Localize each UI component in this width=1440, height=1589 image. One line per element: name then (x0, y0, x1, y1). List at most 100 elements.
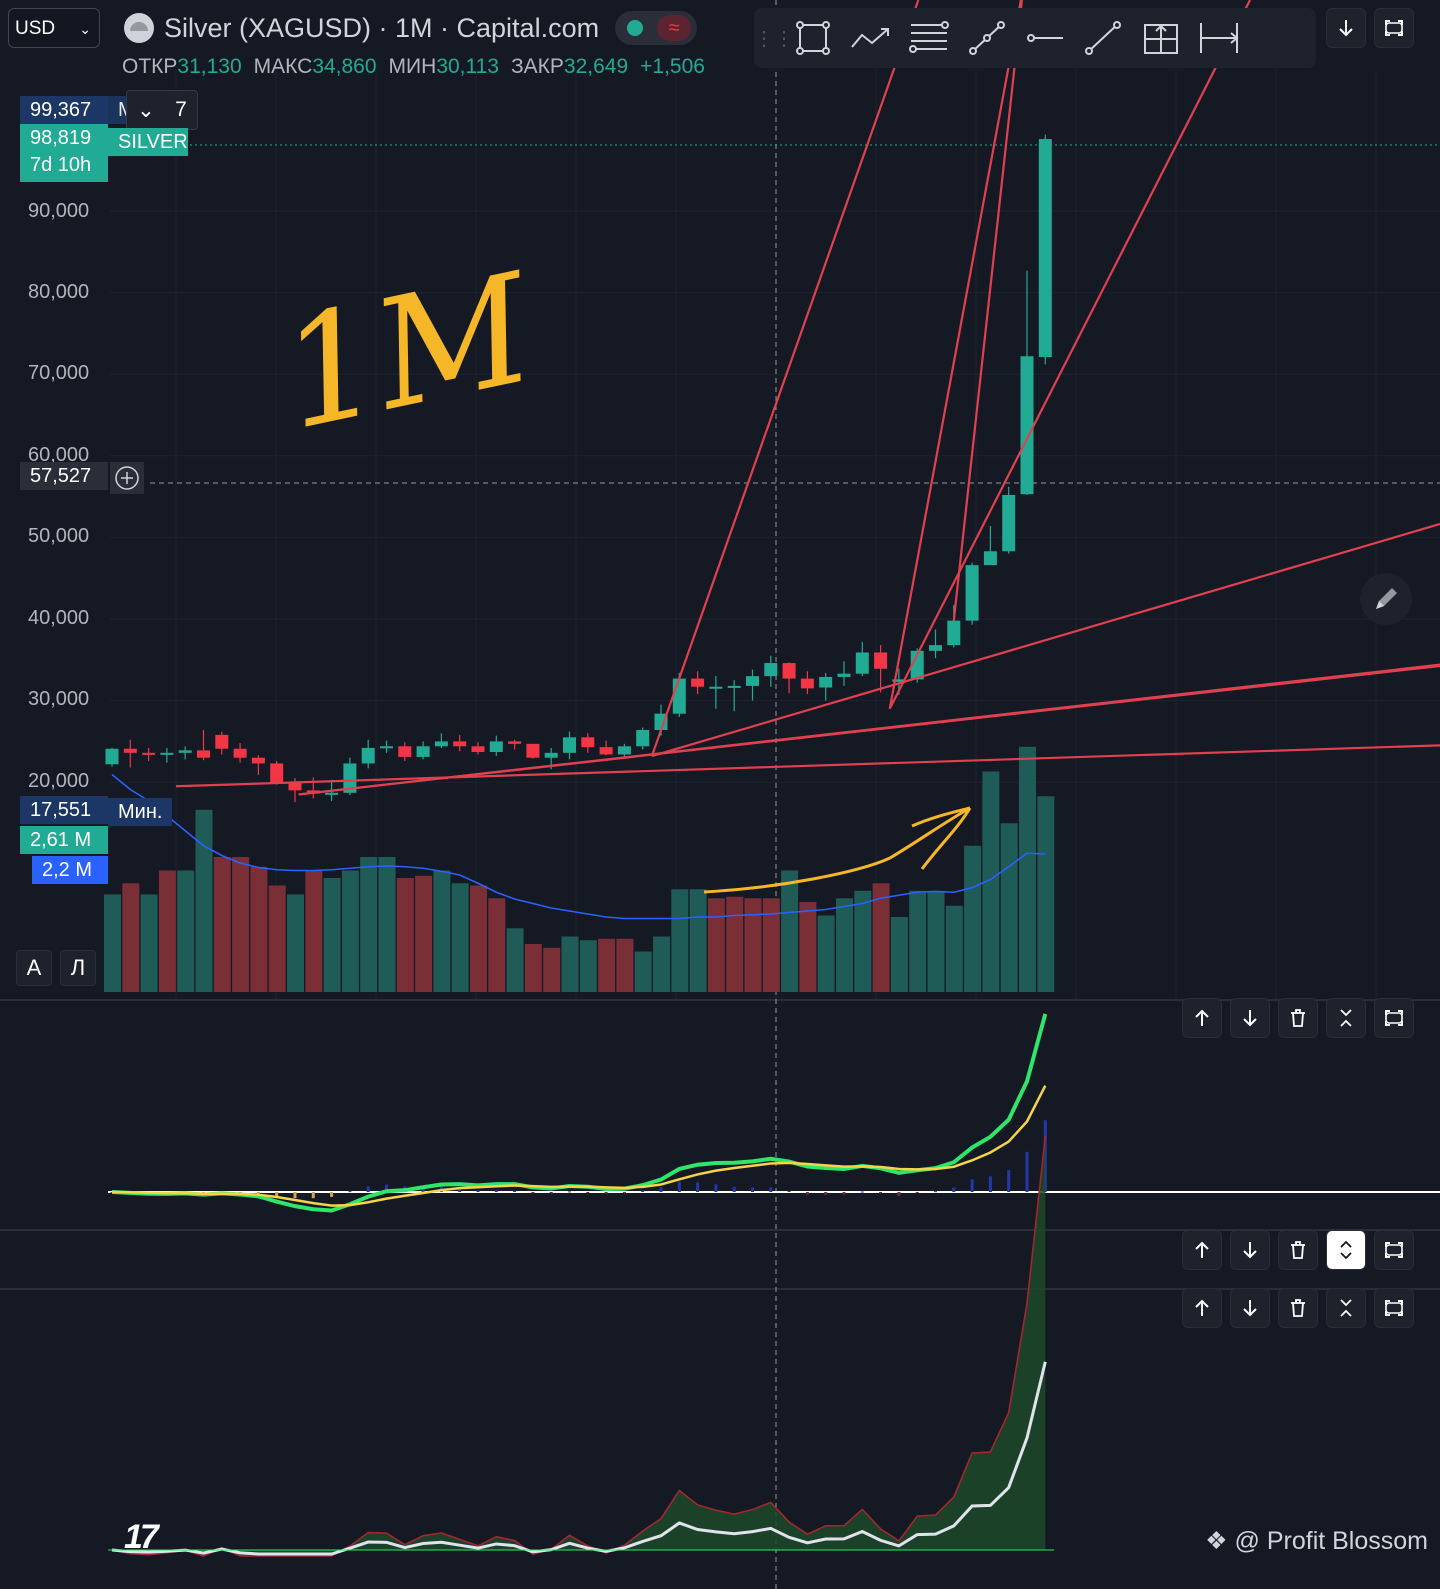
pane-maximize-button[interactable] (1374, 1288, 1414, 1328)
macd-histogram-bar (531, 1192, 535, 1194)
candle-body (581, 737, 595, 748)
volume-bar (836, 898, 853, 992)
horizontal-ray-tool-button[interactable] (1016, 10, 1074, 66)
ohlc-legend: ОТКР31,130 МАКС34,860 МИН30,113 ЗАКР32,649 +… (122, 55, 717, 79)
pane-move-down-button[interactable] (1230, 1230, 1270, 1270)
price-tick: 90,000 (28, 200, 90, 222)
candle-body (434, 741, 448, 747)
collapse-icon (1340, 1299, 1352, 1317)
macd-histogram-bar (659, 1187, 663, 1192)
candle-body (800, 678, 814, 689)
volume-bar (982, 771, 1000, 992)
volume-bar (506, 928, 524, 992)
candle-body (105, 748, 119, 765)
volume-bar (158, 870, 176, 992)
plus-circle-icon (115, 466, 139, 490)
indicator-legend-toggle[interactable]: ⌄ 7 (126, 90, 198, 130)
annotation-arrow (889, 806, 972, 870)
macd-histogram-bar (677, 1181, 681, 1192)
arrow-down-icon (1243, 1300, 1257, 1317)
pane-expand-button[interactable] (1326, 1230, 1366, 1270)
pane-delete-button[interactable] (1278, 998, 1318, 1038)
volume-ma-line (111, 773, 1046, 920)
long-position-tool-button[interactable] (1132, 10, 1190, 66)
arrow-down-icon (1339, 20, 1353, 37)
log-scale-button[interactable]: Л (60, 950, 96, 986)
low-price-label: 17,551 (20, 796, 108, 824)
candle-body (160, 752, 174, 755)
volume-bar (744, 898, 762, 992)
candle-body (764, 663, 778, 677)
ohlc-low-label: МИН (388, 55, 437, 78)
macd-histogram-bar (787, 1190, 791, 1192)
pane-collapse-button[interactable] (1326, 1288, 1366, 1328)
collapse-icon (1340, 1009, 1352, 1027)
date-range-tool-button[interactable] (1190, 10, 1248, 66)
market-status-badge[interactable]: ≈ (615, 11, 698, 45)
symbol-title[interactable]: Silver (XAGUSD) · 1M · Capital.com (164, 12, 600, 43)
market-open-dot-icon (627, 20, 644, 36)
auto-scale-button[interactable]: A (16, 950, 52, 986)
volume-bar (488, 898, 506, 992)
volume-bar (213, 857, 231, 992)
price-tick: 80,000 (28, 281, 90, 303)
drag-handle-icon[interactable]: ⋮⋮ (754, 27, 794, 50)
maximize-pane-button[interactable] (1374, 8, 1414, 48)
currency-label: USD (15, 18, 56, 39)
pane-collapse-button[interactable] (1326, 998, 1366, 1038)
macd-histogram-bar (348, 1191, 352, 1193)
pane-maximize-button[interactable] (1374, 998, 1414, 1038)
pencil-icon (1376, 588, 1397, 609)
volume-bar (616, 938, 634, 992)
pane-move-down-button[interactable] (1230, 1288, 1270, 1328)
volume-bar (360, 857, 378, 992)
signal-line (111, 1085, 1047, 1207)
pane-move-up-button[interactable] (1182, 998, 1222, 1038)
data-delay-icon: ≈ (657, 15, 692, 41)
move-down-button[interactable] (1326, 8, 1366, 48)
volume-value-label: 2,61 M (20, 826, 108, 854)
ohlc-open-label: ОТКР (122, 55, 178, 78)
pane-move-up-button[interactable] (1182, 1288, 1222, 1328)
pane-maximize-button[interactable] (1374, 1230, 1414, 1270)
currency-selector[interactable]: USD ⌄ (8, 8, 100, 48)
candle-body (709, 686, 723, 689)
candle-body (947, 620, 961, 646)
macd-histogram-bar (696, 1182, 700, 1192)
volume-bar (762, 898, 780, 992)
rectangle-tool-button[interactable] (784, 10, 842, 66)
ray-tool-button[interactable] (1074, 10, 1132, 66)
add-alert-button[interactable] (110, 462, 144, 494)
trend-line-tool-button[interactable] (958, 10, 1016, 66)
arrow-up-icon (1195, 1241, 1209, 1258)
candlesticks (105, 134, 1052, 803)
candle-body (929, 645, 942, 651)
ohlc-change-value: +1,506 (640, 55, 705, 78)
candle-body (416, 746, 430, 757)
volume-bar (524, 944, 542, 992)
pane-delete-button[interactable] (1278, 1230, 1318, 1270)
trash-icon (1291, 1009, 1305, 1027)
candle-body (343, 763, 357, 793)
path-tool-button[interactable] (842, 10, 900, 66)
edit-drawing-button[interactable] (1360, 573, 1412, 625)
pane-move-down-button[interactable] (1230, 998, 1270, 1038)
pane-move-up-button[interactable] (1182, 1230, 1222, 1270)
pane-delete-button[interactable] (1278, 1288, 1318, 1328)
ohlc-high-value: 34,860 (312, 55, 377, 78)
volume-bar (433, 870, 451, 992)
hidden-indicators-count: 7 (175, 98, 187, 121)
volume-ma-value-label: 2,2 M (32, 856, 108, 884)
tradingview-logo[interactable]: 17 (124, 1518, 159, 1556)
fib-tool-button[interactable] (900, 10, 958, 66)
candle-body (1020, 356, 1034, 495)
trend-line (888, 0, 1023, 709)
volume-bar (854, 890, 872, 992)
fib-retracement-icon (909, 21, 949, 53)
macd-histogram-bar (915, 1192, 919, 1193)
trash-icon (1291, 1241, 1305, 1259)
chevron-down-icon: ⌄ (137, 98, 155, 122)
scale-mode-buttons: A Л (16, 950, 96, 986)
macd-histogram-bar (604, 1192, 608, 1194)
